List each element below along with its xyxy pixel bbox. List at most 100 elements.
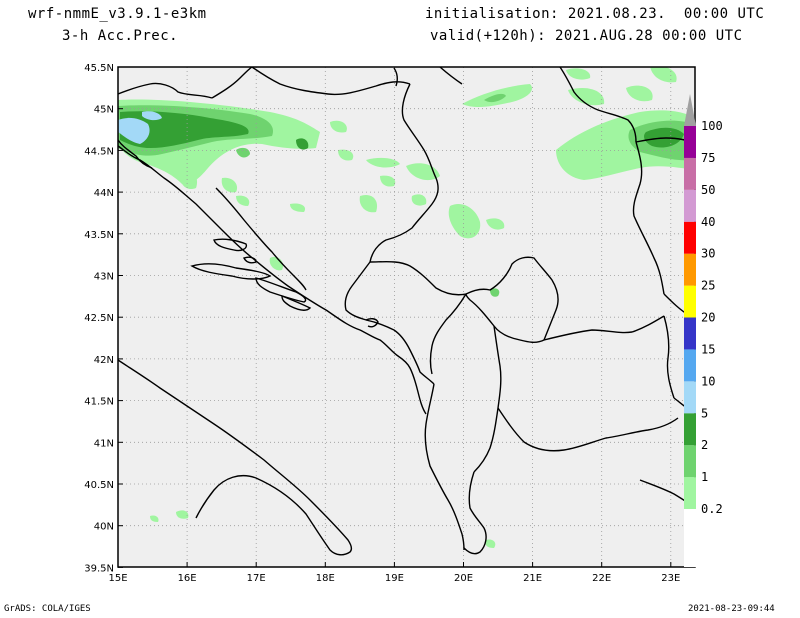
precip-area-light [590, 148, 607, 159]
border-serbia-montenegro [393, 67, 399, 87]
colorbar-label: 10 [701, 374, 715, 388]
lon-label: 20E [454, 573, 473, 584]
colorbar-segment [684, 477, 696, 509]
coastline-albania [424, 383, 465, 551]
colorbar-segment [684, 189, 696, 222]
border-macedonia-serbia [543, 315, 665, 341]
colorbar-top-arrow [684, 94, 696, 126]
precip-area-light [338, 149, 354, 161]
border-serbia-bulgaria [632, 141, 665, 295]
lat-label: 45N [94, 105, 114, 116]
precip-area-light [566, 68, 591, 80]
valid-time: valid(+120h): 2021.AUG.28 00:00 UTC [430, 28, 743, 44]
lat-label: 43.5N [84, 230, 114, 241]
precip-area-light [626, 85, 653, 102]
precip-area-light [236, 195, 250, 206]
precip-area-5mm [142, 111, 162, 121]
border-macedonia-bulgaria [663, 315, 675, 399]
precip-area-heavy [120, 111, 249, 148]
island-mljet [281, 294, 312, 311]
longitude-labels: 15E 16E 17E 18E 19E 20E 21E 22E 23E [108, 562, 680, 584]
model-title: wrf-nmmE_v3.9.1-e3km [28, 6, 207, 22]
precip-area-heavy [296, 138, 309, 150]
precip-area-light [179, 169, 198, 190]
colorbar-segment [684, 445, 696, 478]
precip-area-light [221, 177, 238, 193]
border-croatia-hungary [251, 67, 411, 96]
lat-lon-grid [118, 67, 695, 567]
lon-label: 17E [247, 573, 266, 584]
colorbar-below-threshold [684, 509, 696, 567]
border-croatia-bosnia-north [211, 67, 253, 99]
lat-label: 42.5N [84, 313, 114, 324]
island-vis [243, 256, 257, 264]
colorbar-segment [684, 157, 696, 190]
island-korcula [255, 277, 307, 303]
coastline-italy [118, 359, 353, 556]
lat-label: 44.5N [84, 146, 114, 157]
island-brac [213, 238, 248, 252]
colorbar-segment [684, 349, 696, 382]
colorbar-label: 100 [701, 119, 723, 133]
precip-area-light [359, 194, 378, 213]
colorbar-segment [684, 221, 696, 254]
lon-label: 22E [592, 573, 611, 584]
precip-area-light [485, 539, 496, 548]
colorbar-segment [684, 317, 696, 350]
precip-area-light [568, 87, 605, 106]
colorbar-label: 20 [701, 311, 715, 325]
bay-kotor [365, 317, 379, 328]
colorbar-segment [684, 253, 696, 286]
border-macedonia-greece [497, 407, 679, 452]
render-timestamp: 2021-08-23-09:44 [688, 604, 775, 614]
lat-label: 41.5N [84, 397, 114, 408]
precip-area-light [448, 203, 481, 239]
border-montenegro-albania [365, 319, 435, 385]
colorbar-label: 2 [701, 438, 708, 452]
border-bosnia-croatia-south [215, 187, 307, 291]
border-bosnia-serbia [369, 83, 439, 263]
lon-label: 21E [523, 573, 542, 584]
colorbar-segment [684, 126, 696, 158]
colorbar-label: 15 [701, 342, 715, 356]
lat-label: 41N [94, 438, 114, 449]
border-slovenia-croatia [118, 82, 213, 99]
colorbar-label: 30 [701, 247, 715, 261]
colorbar-label: 75 [701, 151, 715, 165]
lat-label: 40N [94, 522, 114, 533]
precip-area-light [411, 194, 427, 206]
lat-label: 44N [94, 188, 114, 199]
colorbar-label: 50 [701, 183, 715, 197]
border-serbia-romania [559, 67, 637, 143]
precip-area-light [380, 175, 396, 187]
lon-label: 19E [385, 573, 404, 584]
colorbar-segment [684, 285, 696, 318]
coastline-adriatic [118, 145, 427, 415]
lat-label: 39.5N [84, 563, 114, 574]
border-albania-greece [463, 471, 487, 555]
colorbar-label: 5 [701, 406, 708, 420]
precip-area-light [176, 510, 189, 519]
border-serbia-hungary [439, 67, 463, 85]
colorbar-label: 1 [701, 470, 708, 484]
precip-area-5mm [118, 117, 150, 144]
lat-label: 43N [94, 272, 114, 283]
lat-label: 40.5N [84, 480, 114, 491]
precip-area-light [330, 120, 347, 133]
latitude-labels: 45.5N 45N 44.5N 44N 43.5N 43N 42.5N 42N 41.5N 41N… [84, 63, 123, 574]
colorbar-label: 40 [701, 215, 715, 229]
lon-label: 18E [316, 573, 335, 584]
precip-area-light [366, 157, 400, 168]
colorbar-segment [684, 381, 696, 414]
lat-label: 42N [94, 355, 114, 366]
island-hvar [190, 263, 272, 280]
precip-area-light [290, 203, 306, 212]
border-kosovo [465, 256, 559, 343]
lon-label: 15E [108, 573, 127, 584]
colorbar-label: 25 [701, 279, 715, 293]
precip-area-moderate [484, 93, 506, 103]
colorbar-segment [684, 413, 696, 446]
initialisation-time: initialisation: 2021.08.23. 00:00 UTC [425, 6, 765, 22]
